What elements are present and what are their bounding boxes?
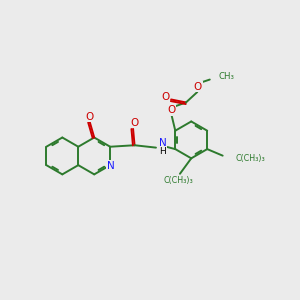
Text: CH₃: CH₃ <box>218 72 234 81</box>
Text: O: O <box>194 82 202 92</box>
Text: O: O <box>85 112 93 122</box>
Text: N: N <box>159 139 167 148</box>
Text: O: O <box>130 118 139 128</box>
Text: O: O <box>167 106 175 116</box>
Text: N: N <box>107 161 115 171</box>
Text: O: O <box>161 92 169 101</box>
Text: C(CH₃)₃: C(CH₃)₃ <box>164 176 193 185</box>
Text: H: H <box>159 147 166 156</box>
Text: C(CH₃)₃: C(CH₃)₃ <box>235 154 265 163</box>
